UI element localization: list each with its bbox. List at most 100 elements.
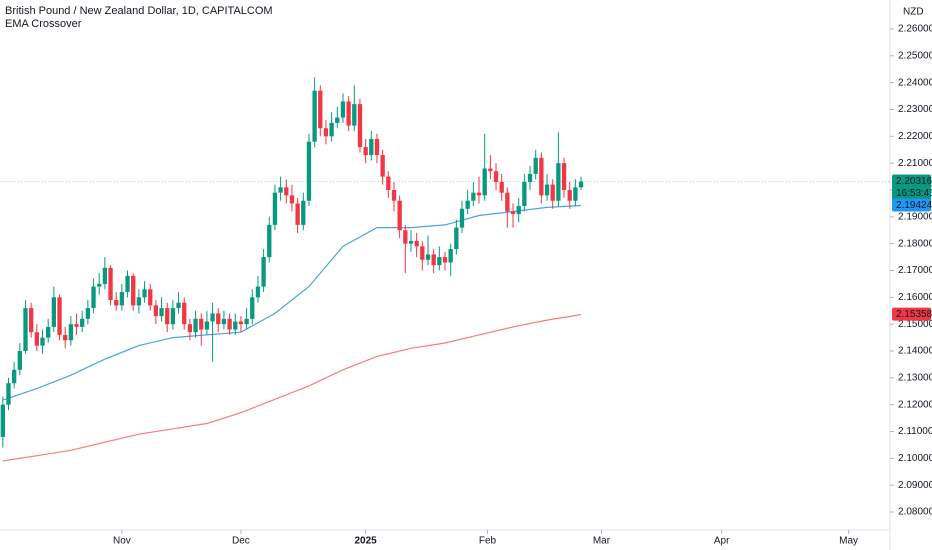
y-tick-label: 2.18000 xyxy=(898,238,932,249)
y-tick-label: 2.17000 xyxy=(898,265,932,276)
candle-body xyxy=(34,332,40,346)
x-tick-label: Nov xyxy=(113,536,131,547)
y-tick-label: 2.13000 xyxy=(898,372,932,383)
candle-body xyxy=(397,200,402,231)
candle-body xyxy=(142,289,147,298)
candle-body xyxy=(363,147,368,156)
y-tick-label: 2.14000 xyxy=(898,346,932,357)
candle-body xyxy=(442,257,448,263)
candle-body xyxy=(136,297,142,306)
candle-body xyxy=(272,192,278,225)
candle-body xyxy=(357,104,363,148)
candle-body xyxy=(23,308,28,352)
candle-body xyxy=(510,211,516,215)
candle-body xyxy=(261,257,266,287)
x-tick-label: Feb xyxy=(479,536,497,547)
candle-body xyxy=(493,171,499,182)
candle-body xyxy=(40,337,45,346)
candle-body xyxy=(482,168,487,196)
candle-body xyxy=(340,101,346,118)
candle-body xyxy=(74,324,79,327)
candle-body xyxy=(176,302,181,309)
candle-body xyxy=(573,187,578,201)
candle-body xyxy=(57,297,62,335)
y-tick-label: 2.16000 xyxy=(898,292,932,303)
candle-body xyxy=(29,308,34,333)
chart-title: British Pound / New Zealand Dollar, 1D, … xyxy=(5,5,273,17)
candle-body xyxy=(267,224,272,258)
y-tick-label: 2.25000 xyxy=(898,50,932,61)
candle-body xyxy=(102,267,108,284)
candle-body xyxy=(159,308,164,317)
candle-body xyxy=(204,321,210,330)
candle-body xyxy=(431,254,436,266)
x-tick-label: Mar xyxy=(593,536,611,547)
candle-body xyxy=(114,300,119,306)
candle-body xyxy=(153,305,159,317)
x-tick-label: May xyxy=(839,536,858,547)
candle-body xyxy=(119,291,125,306)
candle-body xyxy=(193,318,198,333)
y-tick-label: 2.26000 xyxy=(898,24,932,35)
candle-body xyxy=(125,275,130,292)
candle-body xyxy=(108,267,113,301)
candle-body xyxy=(306,141,312,201)
candle-body xyxy=(471,192,476,201)
candle-body xyxy=(199,318,204,330)
candle-body xyxy=(567,189,572,201)
candle-body xyxy=(238,321,244,325)
candle-body xyxy=(46,326,51,338)
candle-body xyxy=(0,404,5,437)
candle-body xyxy=(408,240,414,244)
y-tick-label: 2.22000 xyxy=(898,131,932,142)
y-tick-label: 2.24000 xyxy=(898,77,932,88)
candle-body xyxy=(182,302,187,325)
candle-body xyxy=(80,318,85,327)
candle-body xyxy=(131,275,136,306)
x-tick-label: Dec xyxy=(232,536,250,547)
candle-body xyxy=(85,308,91,319)
candle-body xyxy=(12,369,17,384)
price-tag-label: 2.15358 xyxy=(896,309,932,320)
candle-body xyxy=(278,187,283,193)
candle-body xyxy=(63,334,68,341)
price-tag-label: 2.20316 xyxy=(896,176,932,187)
candle-body xyxy=(533,157,538,174)
candle-body xyxy=(301,200,306,225)
currency-label: NZD xyxy=(903,7,924,18)
candle-body xyxy=(374,139,380,156)
candle-body xyxy=(284,187,289,196)
candle-body xyxy=(68,324,74,341)
x-tick-label: Apr xyxy=(714,536,730,547)
candle-body xyxy=(312,90,317,142)
candle-body xyxy=(403,230,408,244)
candle-body xyxy=(295,203,300,225)
candle-body xyxy=(465,200,470,209)
x-tick-label: 2025 xyxy=(355,536,378,547)
candle-body xyxy=(335,117,340,123)
candle-body xyxy=(369,139,374,156)
candle-body xyxy=(380,155,385,177)
candle-body xyxy=(216,313,221,325)
candle-body xyxy=(346,101,351,126)
candle-body xyxy=(233,321,238,330)
ema-line xyxy=(2,314,582,462)
candle-body xyxy=(221,318,227,325)
price-tag xyxy=(892,307,931,321)
price-tag-label: 2.19424 xyxy=(896,200,932,211)
candle-body xyxy=(318,90,323,129)
candle-body xyxy=(250,297,255,319)
candle-body xyxy=(488,168,493,172)
candle-body xyxy=(289,195,295,204)
y-tick-label: 2.19000 xyxy=(898,211,932,222)
candle-body xyxy=(527,173,533,182)
candle-body xyxy=(97,283,102,287)
candle-body xyxy=(459,208,465,228)
y-tick-label: 2.10000 xyxy=(898,453,932,464)
ema-line xyxy=(2,204,582,401)
candle-body xyxy=(448,249,453,263)
candle-body xyxy=(425,254,431,260)
candle-body xyxy=(437,257,442,266)
price-tag xyxy=(892,174,931,201)
